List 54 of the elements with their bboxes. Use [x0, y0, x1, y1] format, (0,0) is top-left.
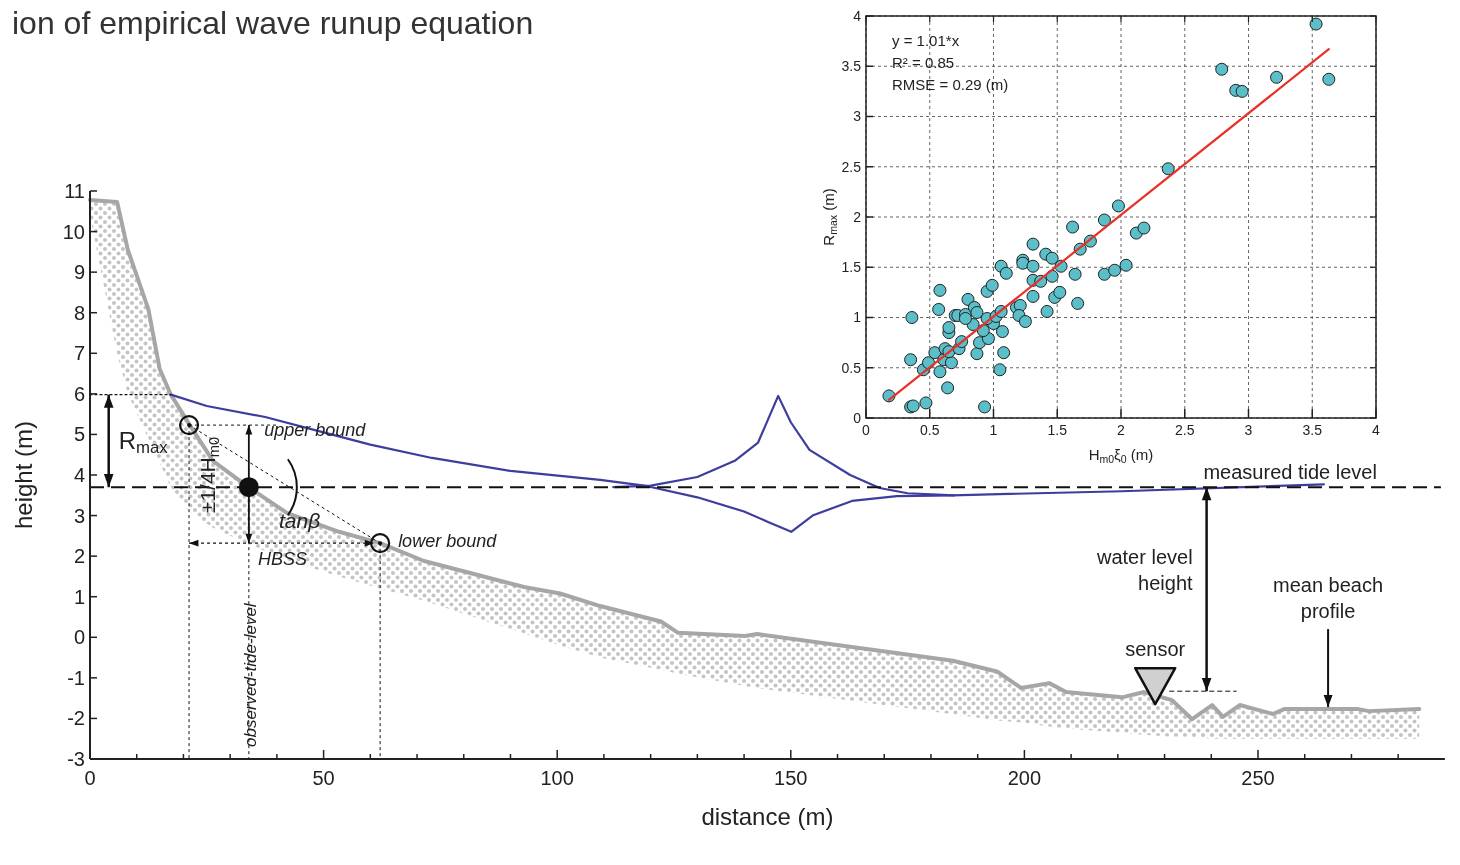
x-tick-label: 2.5 — [1175, 422, 1195, 438]
x-axis-title: distance (m) — [701, 803, 834, 830]
annotation: tanβ — [279, 509, 321, 532]
y-tick-label: 0 — [853, 409, 862, 426]
y-tick-label: 9 — [73, 261, 85, 284]
y-tick-label: 2.5 — [841, 158, 862, 175]
y-tick-label: 3 — [73, 504, 85, 527]
annotation: observed-tide-level — [240, 602, 260, 747]
x-tick-label: 100 — [540, 767, 574, 789]
y-tick-label: 3.5 — [841, 58, 862, 75]
y-tick-label: 4 — [73, 464, 85, 486]
x-tick-label: 4 — [1372, 422, 1381, 438]
y-tick-label: -1 — [67, 666, 85, 689]
annotation: R² = 0.85 — [892, 54, 955, 71]
y-tick-label: 5 — [73, 423, 85, 446]
y-tick-label: 11 — [64, 180, 85, 202]
annotation: y = 1.01*x — [892, 32, 960, 49]
y-tick-label: 0 — [73, 626, 85, 649]
x-tick-label: 3 — [1244, 422, 1253, 438]
x-tick-label: 0.5 — [920, 422, 940, 438]
y-tick-label: 8 — [73, 301, 85, 324]
x-tick-label: 1.5 — [1047, 422, 1068, 438]
x-tick-label: 150 — [774, 767, 808, 789]
annotation: mean beach profile — [1273, 574, 1384, 623]
y-tick-label: 6 — [73, 382, 85, 405]
x-tick-label: 1 — [989, 422, 998, 438]
y-tick-label: 2 — [73, 545, 85, 568]
annotation: water level height — [1095, 546, 1194, 595]
x-tick-label: 250 — [1241, 767, 1275, 789]
y-tick-label: 1 — [853, 309, 862, 326]
annotation: RMSE = 0.29 (m) — [892, 76, 1009, 93]
x-tick-label: 2 — [1117, 422, 1126, 438]
y-axis-title: height (m) — [10, 420, 37, 530]
annotation: sensor — [1125, 638, 1186, 661]
y-tick-label: -2 — [67, 707, 85, 730]
y-tick-label: 2 — [853, 208, 862, 225]
annotation: lower bound — [398, 531, 498, 552]
y-tick-label: 0.5 — [841, 359, 862, 376]
annotation: R$_{max}$ — [118, 426, 169, 457]
x-axis-title: H$_{m0}$ξ$_{0}$ (m) — [1088, 446, 1154, 465]
y-tick-label: 7 — [73, 342, 85, 365]
ref-line-label: measured tide level — [1203, 461, 1377, 484]
x-tick-label: 3.5 — [1302, 422, 1323, 438]
y-tick-label: -3 — [67, 748, 85, 770]
y-tick-label: 4 — [853, 7, 862, 24]
y-tick-label: 1.5 — [841, 259, 862, 276]
y-tick-label: 10 — [62, 220, 85, 243]
x-tick-label: 50 — [312, 767, 335, 789]
y-tick-label: 3 — [853, 108, 862, 125]
annotation: upper bound — [264, 419, 367, 440]
y-tick-label: 1 — [73, 585, 85, 608]
x-tick-label: 200 — [1007, 767, 1042, 789]
annotation: HBSS — [258, 549, 308, 569]
chart-title: ion of empirical wave runup equation — [12, 5, 534, 41]
